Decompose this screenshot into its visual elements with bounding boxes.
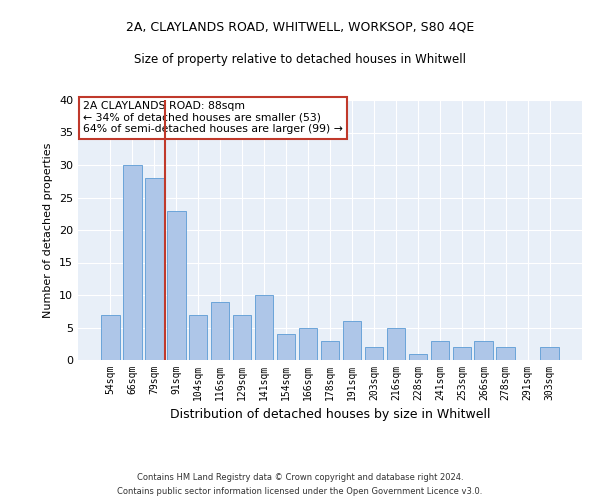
- Bar: [496, 347, 515, 360]
- Bar: [167, 210, 185, 360]
- Y-axis label: Number of detached properties: Number of detached properties: [43, 142, 53, 318]
- Bar: [343, 321, 361, 360]
- Bar: [409, 354, 427, 360]
- Bar: [123, 165, 142, 360]
- Text: Contains public sector information licensed under the Open Government Licence v3: Contains public sector information licen…: [118, 488, 482, 496]
- Bar: [452, 347, 471, 360]
- Bar: [365, 347, 383, 360]
- Bar: [189, 314, 208, 360]
- Bar: [145, 178, 164, 360]
- Bar: [475, 340, 493, 360]
- Text: 2A CLAYLANDS ROAD: 88sqm
← 34% of detached houses are smaller (53)
64% of semi-d: 2A CLAYLANDS ROAD: 88sqm ← 34% of detach…: [83, 102, 343, 134]
- Bar: [101, 314, 119, 360]
- Text: 2A, CLAYLANDS ROAD, WHITWELL, WORKSOP, S80 4QE: 2A, CLAYLANDS ROAD, WHITWELL, WORKSOP, S…: [126, 20, 474, 33]
- Bar: [431, 340, 449, 360]
- Bar: [233, 314, 251, 360]
- Bar: [299, 328, 317, 360]
- X-axis label: Distribution of detached houses by size in Whitwell: Distribution of detached houses by size …: [170, 408, 490, 422]
- Bar: [211, 302, 229, 360]
- Text: Size of property relative to detached houses in Whitwell: Size of property relative to detached ho…: [134, 52, 466, 66]
- Bar: [541, 347, 559, 360]
- Bar: [277, 334, 295, 360]
- Text: Contains HM Land Registry data © Crown copyright and database right 2024.: Contains HM Land Registry data © Crown c…: [137, 472, 463, 482]
- Bar: [320, 340, 340, 360]
- Bar: [386, 328, 405, 360]
- Bar: [255, 295, 274, 360]
